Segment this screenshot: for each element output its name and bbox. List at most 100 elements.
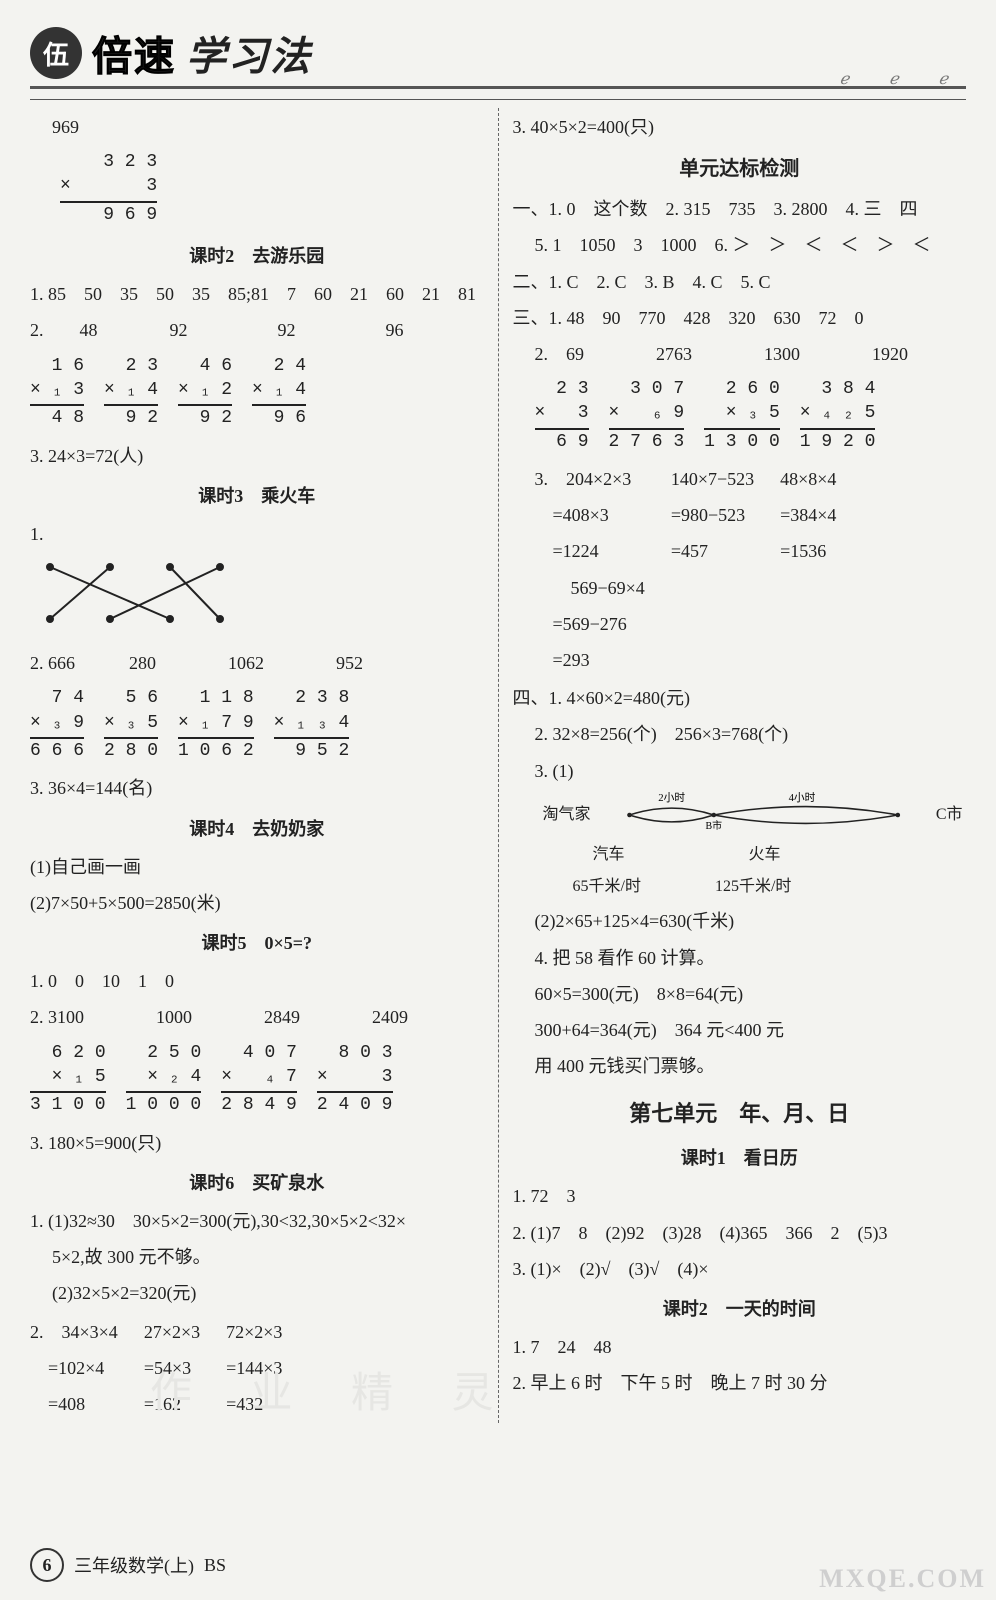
page-number: 6	[30, 1548, 64, 1582]
text: 汽车 火车	[593, 840, 967, 870]
diagram-text: 2小时	[658, 792, 685, 804]
vertical-multiplication: 1 1 8× ₁ 7 91 0 6 2	[178, 686, 254, 763]
section-title: 课时3 乘火车	[30, 479, 484, 513]
vertical-multiplication: 2 3× 36 9	[535, 377, 589, 454]
journey-diagram: 淘气家 2小时 4小时 B市 C市	[543, 792, 963, 838]
text: 2. 早上 6 时 下午 5 时 晚上 7 时 30 分	[513, 1366, 967, 1400]
header-rule: ℯ ℯ ℯ	[30, 86, 966, 100]
text: 1. 85 50 35 50 35 85;81 7 60 21 60 21 81	[30, 277, 484, 311]
footer: 6 三年级数学(上) BS	[30, 1548, 226, 1582]
swirl-decor: ℯ ℯ ℯ	[840, 69, 966, 89]
section-title: 课时1 看日历	[513, 1141, 967, 1175]
text: 2. 32×8=256(个) 256×3=768(个)	[513, 717, 967, 751]
text: 3. 24×3=72(人)	[30, 439, 484, 473]
vertical-multiplication: 4 0 7× ₄ 72 8 4 9	[221, 1041, 297, 1118]
brand-header: 伍 倍速 学习法	[30, 18, 966, 86]
equation-block: 27×2×3=54×3=162	[144, 1313, 200, 1424]
vm-group: 2 3× 36 9 3 0 7× ₆ 92 7 6 32 6 0× ₃ 51 3 …	[513, 373, 967, 460]
diagram-sub: 火车	[749, 846, 781, 863]
text: 3. 180×5=900(只)	[30, 1126, 484, 1160]
site-watermark: MXQE.COM	[819, 1564, 986, 1594]
text: 65千米/时 125千米/时	[573, 872, 967, 902]
vertical-multiplication: 3 8 4× ₄ ₂ 51 9 2 0	[800, 377, 876, 454]
vertical-multiplication: 2 6 0× ₃ 51 3 0 0	[704, 377, 780, 454]
equation-block: 48×8×4=384×4=1536	[780, 460, 836, 571]
text: (2)7×50+5×500=2850(米)	[30, 886, 484, 920]
text: 2. 666 280 1062 952	[30, 646, 484, 680]
vertical-multiplication: 2 5 0× ₂ 41 0 0 0	[126, 1041, 202, 1118]
diagram-sub: 125千米/时	[715, 878, 791, 895]
vm-rule: 9 6 9	[60, 201, 157, 227]
text: (2)32×5×2=320(元)	[30, 1276, 484, 1310]
vertical-multiplication: 6 2 0× ₁ 53 1 0 0	[30, 1041, 106, 1118]
diagram-sub: 汽车	[593, 846, 625, 863]
diagram-label: C市	[936, 800, 963, 830]
section-title: 课时6 买矿泉水	[30, 1166, 484, 1200]
section-title: 课时5 0×5=?	[30, 926, 484, 960]
column-divider	[498, 108, 499, 1423]
vertical-multiplication: 2 3 8× ₁ ₃ 49 5 2	[274, 686, 350, 763]
diagram-label: 淘气家	[543, 800, 591, 830]
lens-svg: 2小时 4小时 B市	[591, 792, 936, 838]
vertical-multiplication: 3 0 7× ₆ 92 7 6 3	[609, 377, 685, 454]
text: 60×5=300(元) 8×8=64(元)	[513, 977, 967, 1011]
text: 3. 40×5×2=400(只)	[513, 110, 967, 144]
text: 3. 36×4=144(名)	[30, 771, 484, 805]
diagram-text: B市	[705, 819, 722, 832]
brand-word-1: 倍速	[92, 24, 176, 82]
brand-badge: 伍	[30, 27, 82, 79]
equation-block: 72×2×3=144×3=432	[226, 1313, 282, 1424]
diagram-sub: 65千米/时	[573, 878, 641, 895]
vm-group: 7 4× ₃ 96 6 65 6× ₃ 52 8 01 1 8× ₁ 7 91 …	[30, 682, 484, 769]
text: 1. 0 0 10 1 0	[30, 964, 484, 998]
text: 1. 7 24 48	[513, 1330, 967, 1364]
text: 969	[30, 110, 484, 144]
right-column: 3. 40×5×2=400(只) 单元达标检测 一、1. 0 这个数 2. 31…	[513, 108, 967, 1423]
text: 5×2,故 300 元不够。	[30, 1240, 484, 1274]
vertical-multiplication: 2 4× ₁ 49 6	[252, 354, 306, 431]
text: 1. (1)32≈30 30×5×2=300(元),30<32,30×5×2<3…	[30, 1204, 484, 1238]
matching-diagram	[30, 553, 230, 633]
text: 一、1. 0 这个数 2. 315 735 3. 2800 4. 三 四	[513, 192, 967, 226]
text: (2)2×65+125×4=630(千米)	[513, 904, 967, 938]
text: 用 400 元钱买门票够。	[513, 1049, 967, 1083]
brand-word-2: 学习法	[186, 24, 312, 82]
equation-block: 2. 34×3×4 =102×4 =408	[30, 1313, 118, 1424]
section-title: 单元达标检测	[513, 150, 967, 188]
vm-row: × 3	[60, 174, 157, 198]
vm-group: 1 6× ₁ 34 82 3× ₁ 49 24 6× ₁ 29 22 4× ₁ …	[30, 350, 484, 437]
eq-columns: 3. 204×2×3 =408×3 =1224 569−69×4 =569−27…	[513, 460, 967, 679]
text: 4. 把 58 看作 60 计算。	[513, 941, 967, 975]
diagram-text: 4小时	[788, 792, 815, 804]
text: 2. (1)7 8 (2)92 (3)28 (4)365 366 2 (5)3	[513, 1216, 967, 1250]
text: 三、1. 48 90 770 428 320 630 72 0	[513, 301, 967, 335]
text: 2. 48 92 92 96	[30, 313, 484, 347]
vertical-multiplication: 1 6× ₁ 34 8	[30, 354, 84, 431]
section-title: 课时4 去奶奶家	[30, 812, 484, 846]
footer-label: 三年级数学(上)	[74, 1552, 194, 1578]
page: 伍 倍速 学习法 ℯ ℯ ℯ 969 3 2 3 × 3 9 6 9 课时2 去…	[0, 0, 996, 1600]
text: (1)自己画一画	[30, 850, 484, 884]
text: 1.	[30, 517, 484, 551]
unit-title: 第七单元 年、月、日	[513, 1093, 967, 1135]
section-title: 课时2 去游乐园	[30, 239, 484, 273]
text: 2. 3100 1000 2849 2409	[30, 1000, 484, 1034]
vm-row: 3 2 3	[60, 150, 157, 174]
text: 1. 72 3	[513, 1179, 967, 1213]
columns: 969 3 2 3 × 3 9 6 9 课时2 去游乐园 1. 85 50 35…	[30, 108, 966, 1423]
vm-group: 6 2 0× ₁ 53 1 0 0 2 5 0× ₂ 41 0 0 04 0 7×…	[30, 1037, 484, 1124]
vertical-multiplication: 8 0 3× 32 4 0 9	[317, 1041, 393, 1118]
vertical-multiplication: 4 6× ₁ 29 2	[178, 354, 232, 431]
text: 3. (1)	[513, 754, 967, 788]
text: 四、1. 4×60×2=480(元)	[513, 681, 967, 715]
text: 3. (1)× (2)√ (3)√ (4)×	[513, 1252, 967, 1286]
eq-columns: 2. 34×3×4 =102×4 =408 27×2×3=54×3=162 72×2…	[30, 1313, 484, 1424]
equation-block: 140×7−523=980−523=457	[671, 460, 754, 571]
footer-code: BS	[204, 1555, 226, 1576]
vertical-multiplication: 7 4× ₃ 96 6 6	[30, 686, 84, 763]
section-title: 课时2 一天的时间	[513, 1292, 967, 1326]
vertical-multiplication: 3 2 3 × 3 9 6 9	[60, 150, 157, 227]
text: 2. 69 2763 1300 1920	[513, 337, 967, 371]
text: 5. 1 1050 3 1000 6. ＞ ＞ ＜ ＜ ＞ ＜	[513, 228, 967, 262]
text: 300+64=364(元) 364 元<400 元	[513, 1013, 967, 1047]
